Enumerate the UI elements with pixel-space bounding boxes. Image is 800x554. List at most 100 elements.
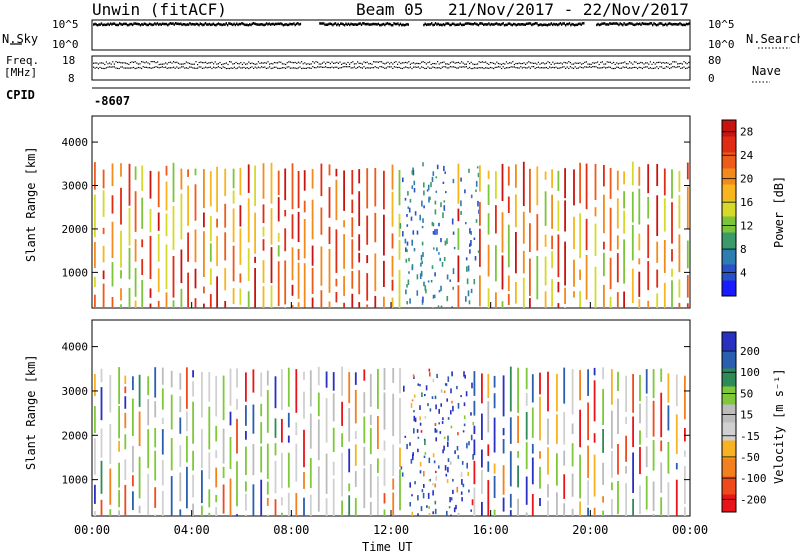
nave-trace-point	[445, 66, 447, 68]
velocity-colorbar-swatch	[722, 440, 736, 459]
nave-trace-point	[550, 67, 552, 69]
velocity-data-segment	[531, 374, 534, 403]
freq-trace-point	[326, 61, 328, 63]
power-data-segment	[479, 275, 481, 307]
velocity-data-segment	[438, 465, 440, 469]
velocity-data-segment	[660, 368, 663, 382]
power-data-segment	[444, 240, 447, 246]
nave-trace-point	[560, 67, 562, 69]
freq-trace-point	[670, 63, 672, 65]
power-data-segment	[432, 307, 434, 308]
freq-trace-point	[635, 61, 637, 63]
nave-trace-point	[481, 67, 483, 69]
nsky-trace-point	[133, 22, 135, 25]
power-data-segment	[446, 274, 449, 280]
nave-trace-point	[345, 66, 347, 68]
velocity-data-segment	[147, 473, 150, 516]
velocity-data-segment	[295, 369, 298, 413]
freq-trace-point	[534, 62, 536, 64]
nsky-trace-point	[255, 23, 257, 26]
nave-trace-point	[350, 67, 352, 69]
power-data-segment	[335, 168, 338, 177]
nsky-trace-point	[160, 23, 162, 26]
velocity-data-segment	[161, 367, 164, 385]
velocity-data-segment	[450, 425, 453, 429]
nave-trace-point	[99, 66, 101, 68]
velocity-data-segment	[154, 427, 157, 448]
nave-label: Nave	[752, 64, 781, 78]
nave-trace-point	[427, 66, 429, 68]
nsky-trace-point	[267, 23, 269, 26]
freq-trace-point	[544, 63, 546, 65]
nsky-trace-point	[596, 23, 598, 27]
nsky-trace-point	[358, 22, 360, 26]
velocity-data-segment	[579, 454, 581, 499]
nsky-trace-point	[293, 22, 295, 25]
nave-trace-point	[360, 67, 362, 69]
nsky-trace-point	[260, 22, 263, 26]
velocity-data-segment	[266, 497, 269, 506]
freq-trace-point	[497, 62, 499, 65]
nsky-trace-point	[650, 22, 653, 25]
freq-trace-point	[601, 61, 603, 63]
nave-trace-point	[486, 67, 488, 69]
nsky-trace-point	[544, 23, 546, 26]
power-data-segment	[616, 170, 619, 191]
velocity-data-segment	[617, 481, 619, 515]
freq-trace-point	[133, 61, 135, 63]
nsky-trace-point	[277, 22, 279, 25]
nsky-trace-point	[382, 22, 385, 26]
nsky-trace-point	[173, 23, 175, 26]
freq-trace-point	[462, 62, 464, 64]
velocity-data-segment	[124, 396, 127, 409]
power-data-segment	[551, 279, 553, 307]
nave-trace-point	[377, 67, 379, 69]
nsky-trace-point	[169, 22, 172, 25]
velocity-data-segment	[369, 501, 372, 516]
power-data-segment	[529, 258, 531, 296]
velocity-data-segment	[170, 394, 173, 430]
nave-trace-point	[381, 66, 383, 68]
nsky-trace-point	[471, 22, 473, 26]
power-data-segment	[358, 302, 361, 308]
power-data-segment	[419, 273, 422, 279]
nave-trace-point	[123, 67, 125, 69]
nave-trace-point	[161, 66, 163, 68]
nsky-trace-point	[645, 22, 647, 26]
velocity-data-segment	[547, 447, 549, 475]
nsky-trace-point	[678, 23, 680, 26]
velocity-data-segment	[481, 449, 483, 468]
nave-trace-point	[169, 67, 171, 69]
nave-trace-point	[126, 67, 128, 69]
power-data-segment	[616, 253, 619, 283]
nsky-trace-point	[566, 22, 568, 26]
velocity-data-segment	[124, 459, 127, 480]
velocity-data-segment	[449, 497, 451, 503]
power-data-segment	[335, 229, 338, 273]
power-data-segment	[585, 163, 588, 210]
nave-trace-point	[117, 67, 119, 69]
velocity-data-segment	[201, 371, 203, 418]
nave-trace-point	[107, 66, 109, 68]
nsky-trace-point	[195, 22, 198, 26]
velocity-ytick-label: 1000	[62, 474, 89, 487]
nave-trace-point	[593, 66, 595, 68]
freq-trace-point	[299, 62, 301, 64]
freq-trace-point	[435, 63, 437, 65]
velocity-data-segment	[383, 458, 386, 486]
power-data-segment	[277, 197, 280, 222]
power-data-segment	[270, 247, 273, 284]
freq-trace-point	[640, 61, 642, 64]
nave-trace-point	[184, 67, 186, 69]
power-data-segment	[134, 268, 137, 297]
nave-trace-point	[179, 67, 181, 69]
freq-trace-point	[649, 61, 651, 63]
freq-trace-point	[357, 61, 359, 63]
power-data-segment	[446, 238, 448, 245]
freq-trace-point	[224, 63, 226, 65]
velocity-data-segment	[94, 511, 96, 516]
velocity-data-segment	[138, 456, 141, 499]
nave-trace-point	[403, 67, 405, 69]
power-data-segment	[409, 298, 411, 304]
freq-trace-point	[590, 63, 592, 65]
